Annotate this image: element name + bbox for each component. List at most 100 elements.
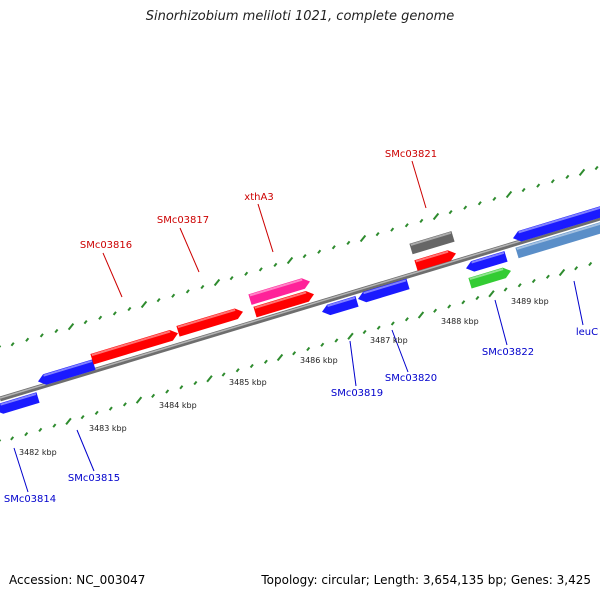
gene-label-leuc[interactable]: leuC (576, 327, 598, 338)
minor-tick (24, 431, 29, 437)
accession-text: Accession: NC_003047 (9, 573, 146, 587)
minor-tick (531, 278, 536, 284)
top-tick-track (0, 165, 599, 348)
gene-label-smc03819[interactable]: SMc03819 (331, 388, 383, 399)
gene-label-smc03821[interactable]: SMc03821 (385, 149, 437, 160)
genome-summary-text: Topology: circular; Length: 3,654,135 bp… (261, 573, 591, 587)
gene-arrow-body (466, 251, 508, 272)
major-tick (578, 168, 586, 177)
gene-arrow-body (414, 250, 456, 271)
gene-arrow-highlight (249, 278, 303, 297)
minor-tick (574, 266, 579, 271)
major-tick (65, 417, 72, 425)
minor-tick (517, 283, 522, 288)
minor-tick (185, 289, 190, 294)
minor-tick (179, 385, 184, 390)
minor-tick (448, 209, 453, 215)
minor-tick (376, 325, 381, 330)
major-tick (276, 353, 284, 362)
minor-tick (302, 253, 307, 259)
gene-label-smc03816[interactable]: SMc03816 (80, 240, 132, 251)
gene-arrow-body (513, 205, 600, 242)
gene-smc03819-arrow[interactable] (320, 296, 359, 317)
gene-smc03821-arrow[interactable] (409, 231, 455, 255)
minor-tick (94, 410, 99, 415)
kbp-label-group: 3482 kbp 3483 kbp 3484 kbp 3485 kbp 3486… (19, 297, 549, 457)
minor-tick (317, 249, 322, 254)
gene-green-arrow[interactable] (468, 266, 512, 289)
callout-smc03817 (179, 227, 200, 273)
minor-tick (550, 179, 555, 184)
gene-arrow-highlight (91, 330, 171, 357)
gene-arrow-body (38, 359, 96, 385)
bottom-callouts (13, 280, 584, 493)
major-tick (505, 190, 513, 199)
gene-label-smc03815[interactable]: SMc03815 (68, 473, 120, 484)
minor-tick (390, 227, 395, 232)
gene-smc03818-arrow[interactable] (253, 289, 315, 318)
gene-blue-long-arrow[interactable] (511, 205, 600, 243)
minor-tick (112, 311, 117, 316)
minor-tick (263, 359, 268, 364)
gene-arrow-body (90, 330, 178, 365)
gene-smc03820-arrow[interactable] (356, 278, 410, 305)
gene-xtha3-arrow[interactable] (248, 276, 311, 305)
minor-tick (98, 315, 103, 320)
map-title: Sinorhizobium meliloti 1021, complete ge… (145, 9, 455, 24)
kbp-label: 3489 kbp (511, 297, 549, 306)
minor-tick (492, 196, 497, 201)
minor-tick (545, 274, 550, 279)
bottom-tick-track (0, 261, 593, 442)
callout-leuc (573, 280, 584, 326)
gene-label-smc03822[interactable]: SMc03822 (482, 347, 534, 358)
gene-label-xtha3[interactable]: xthA3 (244, 192, 273, 203)
bottom-gene-labels: SMc03814 SMc03815 SMc03819 SMc03820 SMc0… (4, 327, 598, 505)
minor-tick (10, 342, 15, 347)
gene-smc03816-arrow[interactable] (90, 328, 179, 365)
minor-tick (80, 414, 85, 420)
minor-tick (122, 402, 127, 407)
minor-tick (127, 306, 132, 312)
minor-tick (258, 267, 263, 272)
gene-arrow-body (0, 392, 40, 414)
gene-smc03817-arrow[interactable] (176, 306, 244, 337)
minor-tick (306, 346, 311, 352)
minor-tick (83, 320, 88, 325)
callout-smc03821 (411, 160, 427, 209)
gene-arrow-body (515, 221, 600, 259)
minor-tick (200, 284, 205, 290)
minor-tick (521, 187, 526, 193)
gene-smc03821b-arrow[interactable] (414, 248, 457, 271)
major-tick (558, 268, 566, 277)
major-tick (135, 396, 143, 404)
backbone-highlight (0, 216, 600, 399)
major-tick (432, 212, 440, 221)
major-tick (347, 332, 354, 340)
minor-tick (52, 423, 57, 428)
minor-tick (221, 372, 226, 377)
minor-tick (156, 298, 161, 303)
gene-label-smc03814[interactable]: SMc03814 (4, 494, 56, 505)
minor-tick (54, 328, 59, 334)
gene-arrow-highlight (327, 296, 356, 307)
gene-label-smc03820[interactable]: SMc03820 (385, 373, 437, 384)
gene-arrow-highlight (254, 291, 307, 309)
gene-leuc-arrow[interactable] (515, 221, 600, 259)
gene-label-smc03817[interactable]: SMc03817 (157, 215, 209, 226)
minor-tick (447, 304, 452, 309)
gene-track (0, 205, 600, 416)
callout-smc03814 (13, 447, 29, 493)
minor-tick (346, 240, 351, 246)
top-gene-labels: SMc03816 SMc03817 xthA3 SMc03821 (80, 149, 437, 251)
major-tick (67, 322, 75, 331)
minor-tick (477, 201, 482, 206)
gene-smc03814-arrow[interactable] (0, 392, 40, 416)
gene-arrow-highlight (471, 251, 505, 264)
minor-tick (249, 363, 254, 369)
gene-smc03822-arrow[interactable] (464, 251, 508, 274)
minor-tick (273, 262, 278, 268)
gene-smc03815-arrow[interactable] (36, 359, 96, 386)
gene-arrow-highlight (177, 308, 236, 329)
minor-tick (244, 271, 249, 276)
minor-tick (25, 337, 30, 342)
